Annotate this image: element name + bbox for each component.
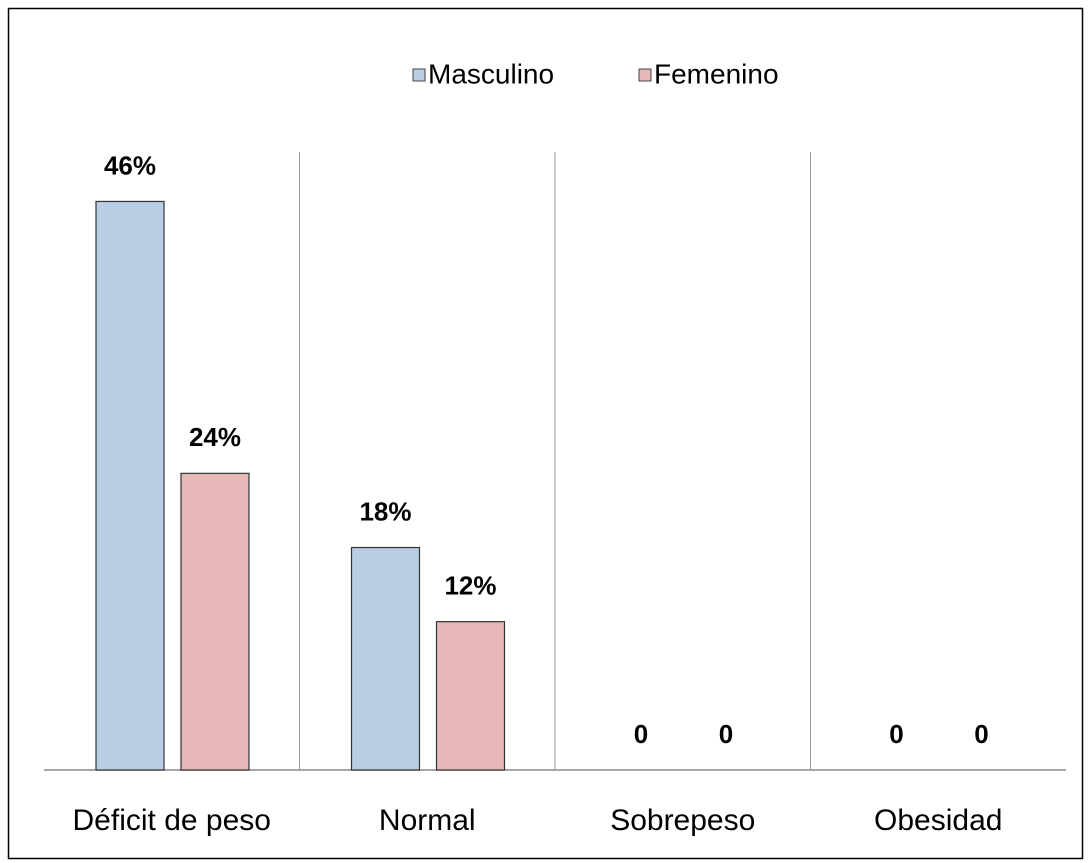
data-label: 0 bbox=[889, 719, 903, 749]
x-tick-label: Sobrepeso bbox=[610, 804, 755, 837]
data-label: 24% bbox=[189, 422, 241, 452]
bar bbox=[180, 472, 250, 771]
data-label: 46% bbox=[104, 150, 156, 180]
data-label: 18% bbox=[359, 496, 411, 526]
legend-label: Masculino bbox=[428, 58, 554, 89]
x-tick-label: Déficit de peso bbox=[73, 804, 271, 837]
legend-label: Femenino bbox=[654, 58, 779, 89]
bar bbox=[435, 621, 506, 771]
legend-swatch bbox=[412, 68, 426, 82]
data-label: 12% bbox=[444, 571, 496, 601]
bar bbox=[95, 200, 165, 771]
legend-swatch bbox=[638, 68, 652, 82]
data-label: 0 bbox=[974, 719, 988, 749]
data-label: 0 bbox=[634, 719, 648, 749]
x-tick-label: Obesidad bbox=[874, 804, 1002, 837]
data-label: 0 bbox=[719, 719, 733, 749]
bar bbox=[350, 546, 421, 771]
x-tick-label: Normal bbox=[379, 804, 476, 837]
chart-frame bbox=[7, 7, 1084, 860]
